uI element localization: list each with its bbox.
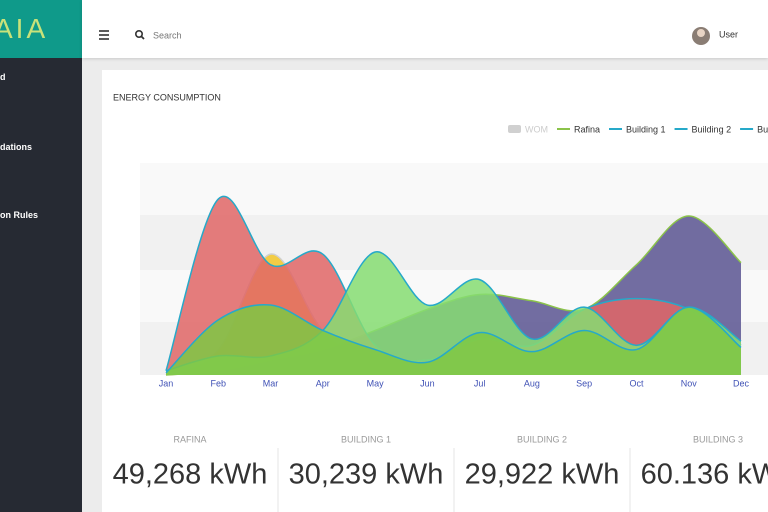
legend-swatch xyxy=(508,125,521,133)
legend-entry[interactable]: Rafina xyxy=(574,124,600,134)
legend-entry[interactable]: Building 1 xyxy=(626,124,666,134)
x-tick-label: Nov xyxy=(681,378,698,388)
band xyxy=(140,163,768,215)
stat-label: RAFINA xyxy=(173,434,206,444)
x-tick-label: Dec xyxy=(733,378,750,388)
x-tick-label: Apr xyxy=(316,378,330,388)
x-tick-label: Oct xyxy=(629,378,644,388)
x-tick-label: Jan xyxy=(159,378,174,388)
chart-title: ENERGY CONSUMPTION xyxy=(113,92,221,102)
stat-label: BUILDING 2 xyxy=(517,434,567,444)
header: Search User xyxy=(82,0,768,58)
avatar-face xyxy=(697,29,705,37)
x-tick-label: Aug xyxy=(524,378,540,388)
nav-item[interactable]: dations xyxy=(0,142,33,152)
legend-entry[interactable]: Building 3 xyxy=(757,124,768,134)
legend-entry[interactable]: WOM xyxy=(525,124,548,134)
x-tick-label: Jun xyxy=(420,378,435,388)
area-line xyxy=(165,303,742,374)
x-tick-label: Sep xyxy=(576,378,592,388)
nav-item[interactable]: on Rules xyxy=(0,210,39,220)
sidebar: AIA d dations on Rules xyxy=(0,0,82,512)
area xyxy=(166,304,741,375)
user-name[interactable]: User xyxy=(719,29,738,39)
search-icon[interactable] xyxy=(134,29,145,40)
nav-item[interactable]: d xyxy=(0,72,6,82)
menu-button[interactable] xyxy=(99,30,109,40)
stat-label: BUILDING 3 xyxy=(693,434,743,444)
stat-value: 30,239 kWh xyxy=(289,459,444,491)
header-icons: Search User xyxy=(99,27,738,45)
stat-value: 49,268 kWh xyxy=(113,459,268,491)
stat-value: 29,922 kWh xyxy=(465,459,620,491)
x-tick-label: Mar xyxy=(263,378,279,388)
x-tick-label: Feb xyxy=(211,378,227,388)
stat-value: 60.136 kWh xyxy=(641,459,768,491)
chart: ENERGY CONSUMPTION Jan Feb Mar Apr May Jun Jul… xyxy=(113,92,768,512)
x-tick-label: May xyxy=(367,378,385,388)
legend-entry[interactable]: Building 2 xyxy=(692,124,732,134)
logo[interactable]: AIA xyxy=(0,0,82,58)
x-tick-label: Jul xyxy=(474,378,486,388)
chart-card: ENERGY CONSUMPTION Jan Feb Mar Apr May Jun Jul… xyxy=(102,70,768,512)
search-input[interactable]: Search xyxy=(153,30,182,40)
stat-label: BUILDING 1 xyxy=(341,434,391,444)
